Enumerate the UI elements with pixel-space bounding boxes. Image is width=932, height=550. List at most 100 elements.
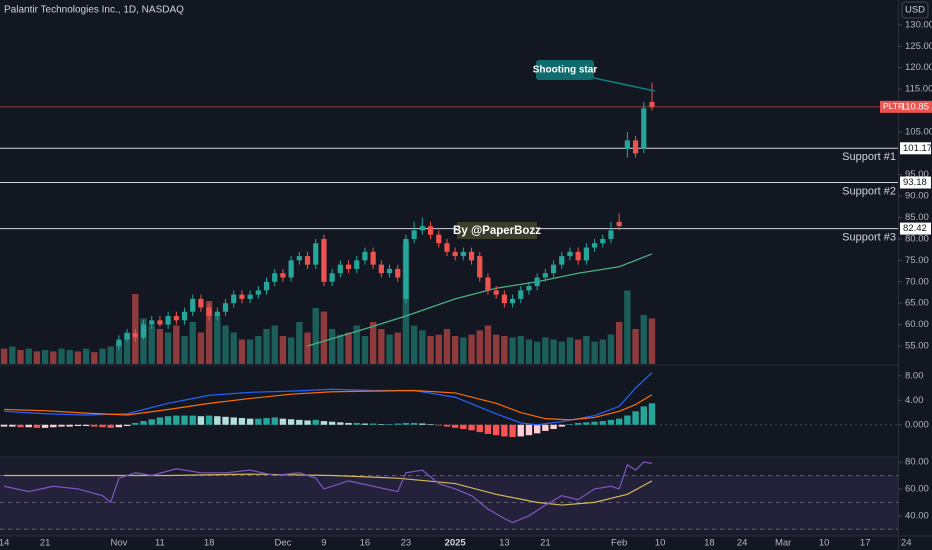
- macd-histogram-bar: [279, 418, 287, 425]
- x-tick-label: 16: [360, 538, 371, 549]
- candle-body: [173, 316, 179, 321]
- candle-body: [149, 320, 155, 325]
- volume-bar: [468, 334, 475, 364]
- currency-box: [901, 1, 929, 19]
- volume-bar: [460, 337, 467, 364]
- volume-bar: [25, 348, 32, 364]
- volume-bar: [599, 339, 606, 364]
- macd-histogram-bar: [271, 417, 278, 425]
- volume-bar: [615, 322, 623, 364]
- macd-histogram-bar: [615, 418, 623, 425]
- x-tick-label: 24: [737, 538, 748, 549]
- x-tick-label: Nov: [110, 538, 127, 549]
- y-tick-label: 60.00: [905, 319, 929, 330]
- candle-body: [608, 230, 614, 239]
- macd-histogram-bar: [410, 422, 418, 425]
- volume-bar: [353, 325, 360, 364]
- candle-body: [632, 140, 639, 154]
- macd-histogram-bar: [599, 421, 606, 425]
- macd-histogram-bar: [238, 418, 246, 425]
- y-tick-label: 90.00: [905, 191, 929, 202]
- volume-bar: [410, 325, 418, 364]
- volume-bar: [525, 339, 533, 364]
- macd-histogram-bar: [66, 424, 73, 427]
- macd-histogram-bar: [451, 424, 459, 428]
- volume-bar: [501, 336, 508, 364]
- candle-body: [452, 251, 458, 257]
- macd-histogram-bar: [517, 424, 524, 437]
- support-label: Support #2: [842, 185, 896, 197]
- macd-histogram-bar: [33, 424, 41, 428]
- volume-bar: [320, 311, 328, 364]
- macd-tick-label: 8.00: [905, 370, 924, 381]
- last-price-symbol: PLTR: [883, 101, 904, 111]
- annotation-box: [536, 60, 594, 80]
- volume-bar: [287, 337, 295, 364]
- volume-bar: [99, 348, 106, 364]
- watermark-box: [457, 222, 537, 239]
- candle-body: [124, 333, 130, 340]
- candle-body: [468, 251, 475, 261]
- macd-histogram-bar: [542, 424, 549, 431]
- macd-histogram-bar: [460, 424, 467, 430]
- candle-body: [337, 264, 343, 274]
- candle-body: [288, 260, 294, 278]
- x-tick-label: Mar: [775, 538, 791, 549]
- candle-body: [411, 230, 417, 239]
- x-tick-label: 21: [40, 538, 51, 549]
- macd-histogram-bar: [287, 419, 295, 425]
- x-tick-label: 10: [819, 538, 830, 549]
- candle-body: [460, 251, 466, 257]
- macd-histogram-bar: [509, 424, 516, 438]
- candle-body: [559, 256, 565, 265]
- volume-bar: [550, 339, 557, 364]
- volume-bar: [115, 343, 123, 364]
- volume-bar: [33, 351, 41, 364]
- candle-body: [214, 311, 220, 317]
- rsi-tick-label: 60.00: [905, 483, 929, 494]
- macd-histogram-bar: [156, 417, 164, 425]
- volume-bar: [558, 341, 565, 364]
- candle-body: [296, 256, 302, 261]
- candle-body: [255, 290, 261, 295]
- candle-body: [345, 264, 352, 269]
- macd-histogram-bar: [263, 418, 270, 425]
- macd-histogram-bar: [189, 415, 196, 425]
- last-price-label: 110.85: [901, 101, 929, 112]
- macd-histogram-bar: [419, 423, 426, 425]
- x-tick-label: 21: [540, 538, 551, 549]
- candle-body: [493, 290, 499, 295]
- candle-body: [386, 268, 393, 274]
- macd-histogram-bar: [583, 422, 590, 425]
- x-tick-label: Feb: [611, 538, 627, 549]
- candle-body: [649, 101, 655, 107]
- x-tick-label: 13: [499, 538, 510, 549]
- volume-bar: [0, 348, 8, 364]
- macd-histogram-bar: [312, 419, 319, 425]
- x-tick-label: 10: [655, 538, 666, 549]
- candle-body: [247, 294, 253, 299]
- candle-body: [509, 298, 516, 304]
- price-tag-label: 82.42: [903, 223, 927, 234]
- candle-body: [157, 320, 163, 325]
- y-tick-label: 80.00: [905, 233, 929, 244]
- y-tick-label: 75.00: [905, 255, 929, 266]
- annotation-pointer: [593, 77, 656, 92]
- macd-histogram-bar: [296, 419, 303, 425]
- candle-body: [427, 226, 434, 235]
- macd-histogram-bar: [435, 424, 442, 426]
- x-tick-label: 24: [901, 538, 912, 549]
- candle-body: [239, 294, 245, 299]
- rsi-tick-label: 40.00: [905, 510, 929, 521]
- y-tick-label: 55.00: [905, 341, 929, 352]
- candle-body: [272, 273, 278, 282]
- rsi-pane: [0, 458, 898, 536]
- x-tick-label: 18: [204, 538, 215, 549]
- volume-bar: [296, 322, 303, 364]
- candle-body: [206, 307, 212, 317]
- volume-bar: [255, 336, 262, 364]
- y-tick-label: 120.00: [905, 62, 932, 73]
- volume-bar: [58, 348, 65, 364]
- candle-body: [263, 281, 270, 291]
- macd-histogram-bar: [214, 416, 221, 425]
